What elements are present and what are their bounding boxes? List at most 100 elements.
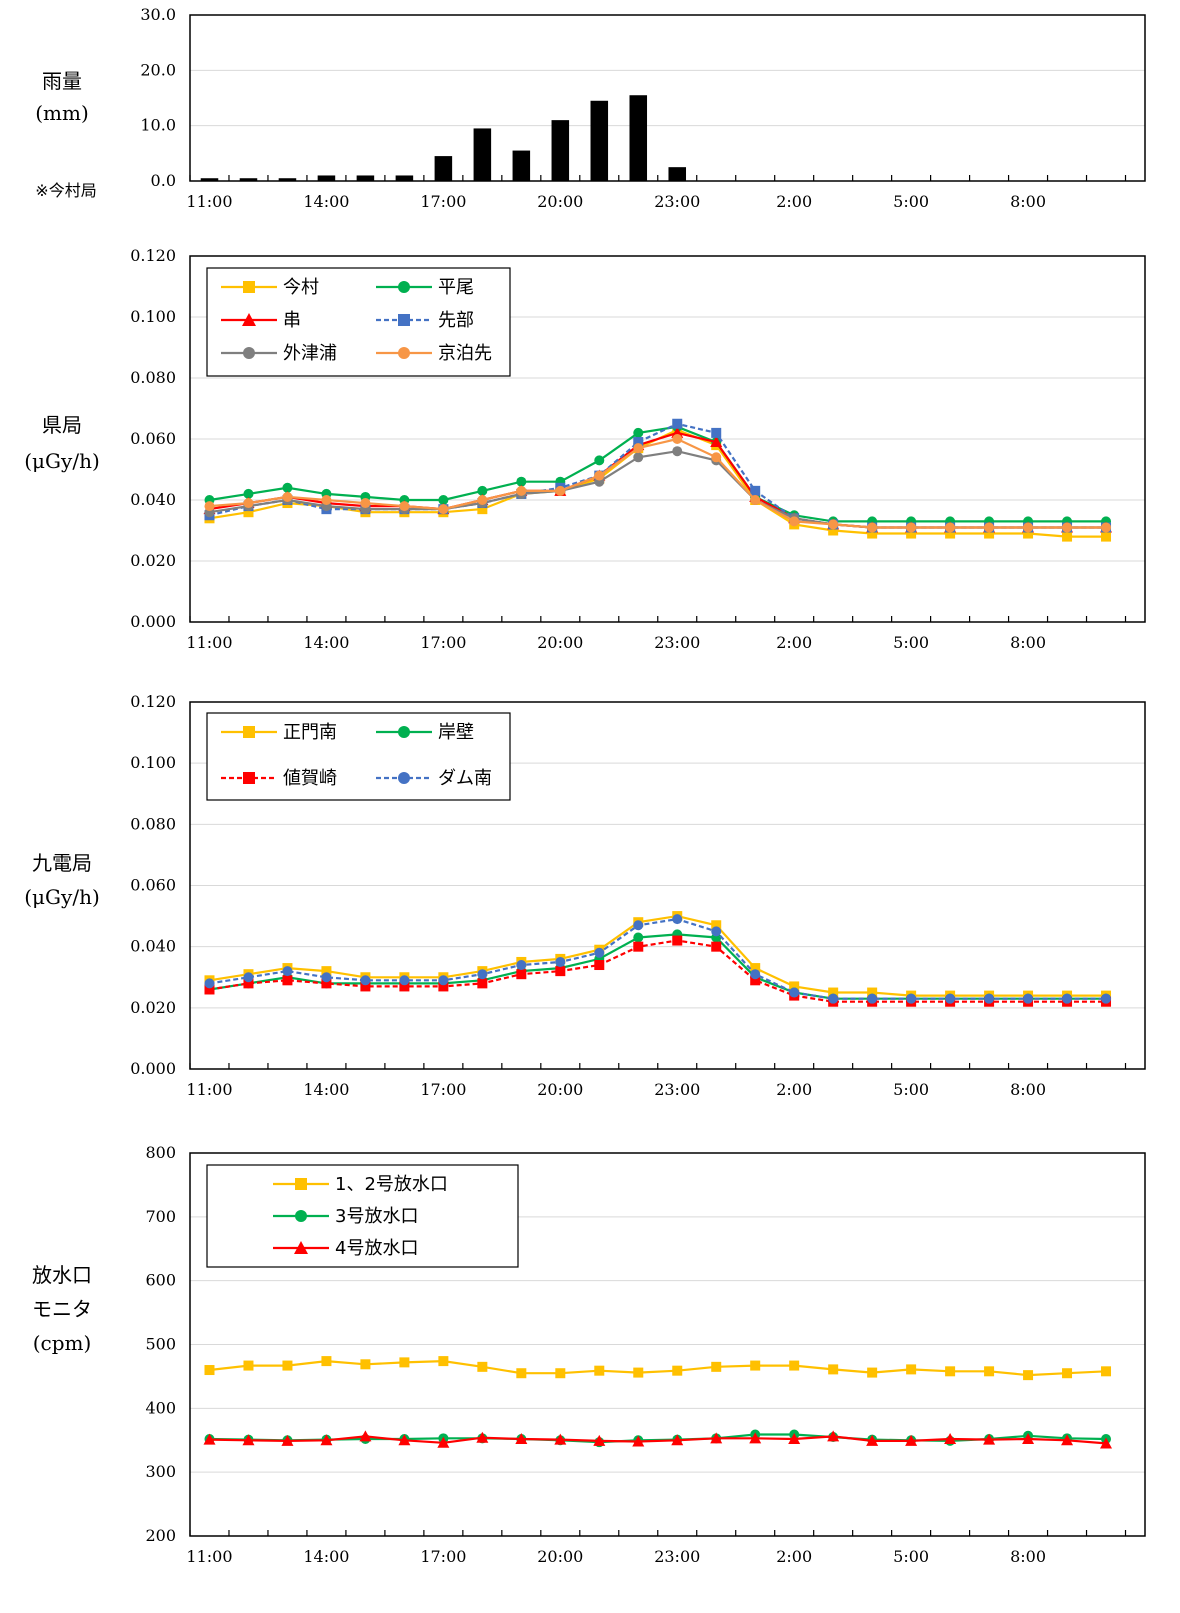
data-point: [243, 498, 254, 509]
y-axis-label: 放水口: [32, 1263, 92, 1287]
data-point: [945, 1366, 956, 1377]
data-point: [243, 972, 254, 983]
data-point: [477, 495, 488, 505]
data-point: [710, 1432, 723, 1444]
x-tick-label: 11:00: [186, 633, 232, 652]
legend-entry: 1、2号放水口: [273, 1174, 448, 1195]
x-tick-label: 17:00: [420, 192, 466, 211]
bar: [239, 178, 258, 181]
y-axis-label: 九電局: [32, 851, 92, 875]
series-line: [209, 939, 1106, 1003]
bar: [278, 178, 297, 181]
y-tick-label: 500: [145, 1335, 176, 1354]
x-tick-label: 17:00: [420, 633, 466, 652]
y-axis-unit: (cpm): [33, 1331, 92, 1355]
data-point: [633, 452, 644, 463]
data-point: [204, 1365, 215, 1376]
data-point: [438, 1356, 449, 1367]
data-point: [984, 993, 995, 1004]
y-axis-unit: (μGy/h): [24, 449, 100, 473]
data-point: [711, 941, 722, 952]
data-point: [788, 1432, 801, 1444]
plot-frame: [189, 255, 1146, 623]
legend-entry: 串: [221, 310, 301, 331]
legend-marker: [243, 772, 255, 784]
data-point: [477, 1361, 488, 1372]
y-tick-label: 400: [145, 1398, 176, 1417]
data-point: [671, 1434, 684, 1446]
bar: [551, 120, 570, 181]
legend-label: 京泊先: [438, 343, 492, 364]
legend-marker: [398, 347, 410, 359]
data-point: [828, 525, 839, 536]
data-point: [633, 920, 644, 931]
data-point: [360, 1359, 371, 1370]
data-point: [633, 443, 644, 454]
legend-marker: [295, 1178, 307, 1190]
data-point: [1062, 531, 1073, 542]
data-point: [672, 446, 683, 457]
data-point: [905, 1434, 918, 1446]
y-tick-label: 0.020: [130, 998, 176, 1017]
legend-entry: 京泊先: [376, 343, 492, 364]
legend-label: ダム南: [438, 768, 492, 789]
x-tick-label: 23:00: [654, 1080, 700, 1099]
legend-marker: [243, 726, 255, 738]
series-3: [203, 1430, 1113, 1449]
data-point: [204, 978, 215, 989]
series-line: [209, 450, 1106, 529]
legend: 1、2号放水口 3号放水口 4号放水口: [206, 1164, 519, 1268]
series-4: [204, 914, 1112, 1004]
legend-label: 岸壁: [438, 722, 474, 743]
data-point: [282, 491, 293, 502]
data-point: [282, 482, 293, 493]
legend-marker: [242, 313, 256, 326]
series-line: [209, 917, 1106, 1000]
data-point: [750, 975, 761, 986]
data-point: [633, 427, 644, 438]
data-point: [672, 935, 683, 946]
data-point: [1101, 531, 1112, 542]
bar: [434, 156, 453, 181]
legend-label: 値賀崎: [283, 768, 337, 789]
x-tick-label: 23:00: [654, 192, 700, 211]
data-point: [359, 1430, 372, 1442]
x-tick-label: 11:00: [186, 1080, 232, 1099]
data-point: [945, 528, 956, 539]
data-point: [477, 978, 488, 989]
data-point: [828, 1364, 839, 1375]
legend-label: 1、2号放水口: [335, 1174, 448, 1195]
y-tick-label: 0.020: [130, 551, 176, 570]
y-axis-unit: (mm): [35, 101, 89, 125]
data-point: [555, 956, 566, 967]
data-point: [516, 485, 527, 496]
data-point: [983, 1433, 996, 1445]
data-point: [711, 452, 722, 463]
data-point: [984, 522, 995, 533]
chart-panel-1: 0.0 10.0 20.0 30.0 11:00 14:00 17:00 20:00 23:00…: [35, 5, 1146, 211]
data-point: [555, 966, 566, 977]
bar: [200, 178, 219, 181]
x-tick-label: 2:00: [776, 1080, 812, 1099]
data-point: [360, 975, 371, 986]
legend-label: 正門南: [283, 722, 337, 743]
bar: [668, 167, 687, 181]
y-tick-label: 0.040: [130, 937, 176, 956]
series-2: [204, 421, 1112, 527]
station-note: ※今村局: [35, 181, 96, 200]
data-point: [828, 519, 839, 530]
series-line: [209, 914, 1106, 997]
y-tick-label: 20.0: [140, 60, 176, 79]
data-point: [1062, 1368, 1073, 1379]
x-tick-label: 5:00: [893, 1080, 929, 1099]
y-tick-label: 0.080: [130, 368, 176, 387]
legend-label: 先部: [438, 310, 474, 331]
x-tick-label: 23:00: [654, 1547, 700, 1566]
y-tick-label: 0.040: [130, 490, 176, 509]
series-line: [209, 425, 1106, 523]
data-point: [203, 1433, 216, 1445]
data-point: [1062, 522, 1073, 533]
data-point: [438, 495, 449, 505]
data-point: [399, 975, 410, 986]
series-2: [204, 929, 1112, 1004]
